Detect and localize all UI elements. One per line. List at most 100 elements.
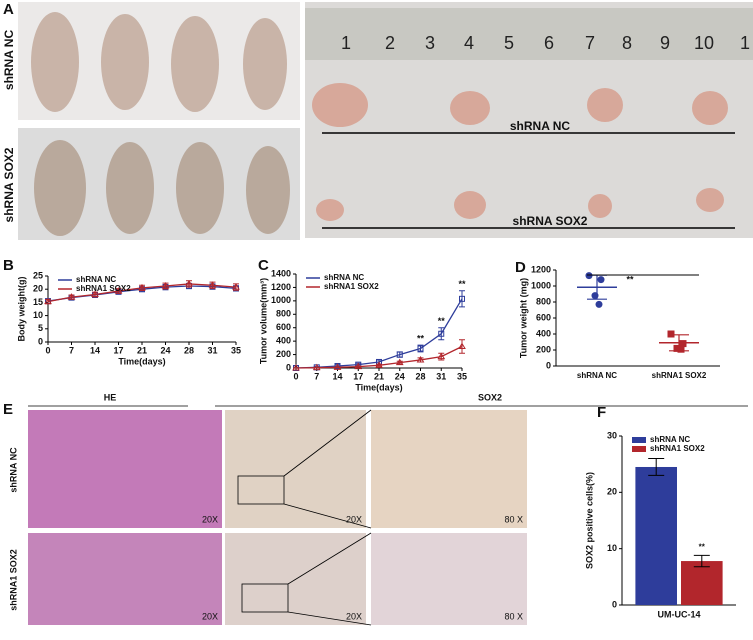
- x-tick-label: 14: [332, 371, 342, 381]
- y-tick-label: 800: [536, 296, 551, 306]
- y-tick-label: 25: [33, 270, 43, 280]
- panel-label: C: [258, 257, 269, 274]
- x-tick-label: 35: [231, 345, 241, 355]
- sd-bar: [669, 334, 689, 352]
- y-tick-label: 1200: [271, 282, 291, 292]
- marker: [458, 342, 466, 350]
- y-tick-label: 0: [612, 599, 617, 609]
- ruler-number: 7: [585, 33, 595, 53]
- panel-label: E: [3, 401, 13, 418]
- y-tick-label: 600: [536, 312, 551, 322]
- y-axis-label: Body weight(g): [16, 277, 26, 342]
- y-axis-label: Tumor volume(mm³): [258, 278, 268, 364]
- marker: [161, 282, 170, 289]
- panel-label: D: [515, 259, 526, 276]
- ruler-number: 10: [694, 33, 714, 53]
- x-tick-label: 21: [374, 371, 384, 381]
- x-tick-label: 35: [457, 371, 467, 381]
- y-tick-label: 15: [33, 297, 43, 307]
- point: [677, 345, 685, 353]
- ruler-number: 2: [385, 33, 395, 53]
- annotation: **: [458, 279, 466, 289]
- y-tick-label: 1200: [531, 264, 551, 274]
- y-tick-label: 600: [276, 322, 291, 332]
- annotation: **: [699, 543, 706, 552]
- y-tick-label: 20: [33, 284, 43, 294]
- x-tick-label: 0: [45, 345, 50, 355]
- mice: [31, 12, 287, 112]
- point: [679, 340, 687, 348]
- y-tick-label: 200: [276, 349, 291, 359]
- point: [667, 330, 675, 338]
- magnification: 20X: [346, 514, 362, 524]
- row-label: shRNA SOX2: [2, 147, 16, 222]
- marker: [417, 345, 424, 352]
- error-bar: [459, 339, 465, 354]
- ruler-number: 4: [464, 33, 474, 53]
- ruler-number: 5: [504, 33, 514, 53]
- legend-label: shRNA1 SOX2: [324, 282, 379, 291]
- tumor-label: shRNA SOX2: [513, 214, 588, 228]
- legend-label: shRNA NC: [76, 275, 116, 284]
- x-tick-label: 21: [137, 345, 147, 355]
- x-tick-label: 17: [113, 345, 123, 355]
- ruler-number: 6: [544, 33, 554, 53]
- magnification: 80 X: [504, 611, 523, 621]
- row-label: shRNA NC: [8, 447, 18, 493]
- x-tick-label: 24: [160, 345, 170, 355]
- marker: [375, 361, 383, 368]
- point: [595, 300, 603, 308]
- error-bar: [648, 458, 665, 476]
- marker: [185, 279, 193, 287]
- marker: [208, 281, 217, 288]
- x-tick-label: 24: [395, 371, 405, 381]
- marker: [292, 364, 300, 371]
- x-tick-label: shRNA NC: [577, 371, 617, 380]
- x-axis-label: Time(days): [118, 356, 165, 366]
- texts: A B C D E F shRNA NC shRNA SOX2 shRNA NC…: [2, 1, 606, 611]
- marker: [395, 358, 404, 366]
- annotation: **: [626, 274, 634, 284]
- x-axis-label: Time(days): [355, 382, 402, 392]
- x-tick-label: 28: [184, 345, 194, 355]
- mice: [34, 140, 290, 236]
- legend-label: shRNA NC: [324, 273, 364, 282]
- x-tick-label: shRNA1 SOX2: [652, 371, 707, 380]
- x-tick-label: 31: [207, 345, 217, 355]
- y-axis-label: SOX2 positive cells(%): [584, 472, 594, 569]
- annotation: **: [438, 316, 446, 326]
- ruler: [305, 8, 753, 60]
- row-label: shRNA NC: [2, 30, 16, 91]
- legend-label: shRNA1 SOX2: [76, 284, 131, 293]
- marker: [438, 330, 445, 337]
- column-label: SOX2: [478, 392, 502, 402]
- marker: [333, 363, 342, 370]
- y-tick-label: 1400: [271, 268, 291, 278]
- y-tick-label: 5: [38, 323, 43, 333]
- magnification: 20X: [202, 611, 218, 621]
- marker: [67, 293, 76, 300]
- bar: [635, 466, 677, 605]
- legend-label: shRNA1 SOX2: [650, 444, 705, 453]
- bar: [681, 561, 723, 605]
- marker: [437, 352, 446, 360]
- marker: [416, 355, 425, 363]
- x-tick-label: 7: [314, 371, 319, 381]
- ruler-number: 8: [622, 33, 632, 53]
- y-tick-label: 400: [276, 336, 291, 346]
- x-tick-label: UM-UC-14: [657, 609, 700, 619]
- y-tick-label: 0: [546, 360, 551, 370]
- magnification: 80 X: [504, 514, 523, 524]
- x-tick-label: 17: [353, 371, 363, 381]
- y-tick-label: 200: [536, 344, 551, 354]
- ruler-number: 1: [740, 33, 750, 53]
- y-tick-label: 800: [276, 309, 291, 319]
- marker: [459, 295, 465, 302]
- marker: [354, 362, 363, 370]
- magnification: 20X: [346, 611, 362, 621]
- panel-label: B: [3, 257, 14, 274]
- y-tick-label: 1000: [271, 295, 291, 305]
- photos: [18, 2, 753, 626]
- panel-label: A: [3, 1, 14, 18]
